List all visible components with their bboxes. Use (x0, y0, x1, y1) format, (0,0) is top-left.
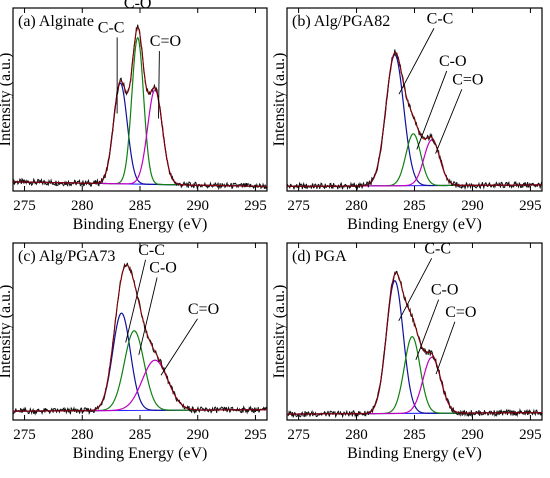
peak-label: C-C (98, 19, 125, 36)
peak-curve-ceqo (13, 89, 267, 188)
plot-frame (12, 242, 268, 421)
x-tick-label: 275 (287, 198, 310, 214)
peak-curve-c-o (287, 336, 542, 415)
x-tick-label: 285 (129, 427, 152, 443)
x-tick-label: 285 (403, 427, 426, 443)
plot-area (13, 24, 267, 191)
x-tick-label: 280 (71, 427, 94, 443)
x-axis-title: Binding Energy (eV) (347, 216, 482, 233)
peak-leader-line (435, 89, 463, 154)
y-axis-title: Intensity (a.u.) (0, 285, 14, 379)
x-axis-title: Binding Energy (eV) (73, 445, 208, 462)
x-tick-label: 280 (71, 198, 94, 214)
panel-title: (c) Alg/PGA73 (18, 248, 115, 265)
peak-curve-ceqo (287, 356, 542, 415)
fit-envelope-line (287, 272, 542, 415)
x-tick-label: 275 (287, 427, 310, 443)
peak-curve-c-o (287, 133, 542, 188)
fit-envelope-line (13, 26, 267, 187)
chart-panel: 275 280 285 290 295 Binding Energy (eV) Intens… (271, 240, 543, 462)
x-tick-label: 280 (345, 198, 368, 214)
fit-envelope-line (287, 51, 542, 187)
peak-leader-line (435, 321, 456, 375)
y-axis-title: Intensity (a.u.) (0, 53, 14, 147)
raw-spectrum-line (287, 270, 542, 419)
peak-label: C=O (445, 304, 476, 321)
peak-label: C=O (150, 33, 181, 50)
peak-label: C-C (138, 242, 165, 259)
x-axis-title: Binding Energy (eV) (347, 445, 482, 462)
x-tick-label: 280 (345, 427, 368, 443)
chart-panel: 275 280 285 290 295 Binding Energy (eV) Intens… (0, 242, 268, 462)
peak-label: C=O (188, 301, 219, 318)
plot-frame (286, 7, 543, 192)
peak-label: C-O (439, 53, 467, 70)
peak-curve-ceqo (287, 139, 542, 188)
peak-label: C-C (424, 240, 451, 257)
peak-leader-line (415, 299, 440, 360)
panel-title: (a) Alginate (18, 13, 94, 30)
x-axis-title: Binding Energy (eV) (73, 216, 208, 233)
peak-curve-c-c (287, 280, 542, 415)
peak-leader-line (158, 51, 160, 119)
x-tick-label: 290 (461, 198, 484, 214)
x-tick-label: 290 (186, 427, 209, 443)
peak-label: C-O (124, 0, 152, 12)
fit-envelope-line (13, 264, 267, 412)
x-tick-label: 275 (13, 427, 36, 443)
peak-leader-line (398, 258, 433, 321)
peak-curve-ceqo (13, 359, 267, 412)
x-tick-label: 285 (129, 198, 152, 214)
peak-label: C=O (452, 71, 483, 88)
y-axis-title: Intensity (a.u.) (271, 53, 288, 147)
peak-leader-line (125, 259, 146, 343)
x-tick-label: 295 (244, 427, 267, 443)
peak-label: C-O (149, 260, 177, 277)
peak-label: C-O (431, 282, 459, 299)
x-tick-label: 290 (186, 198, 209, 214)
peak-label: C-C (427, 10, 454, 27)
peak-curve-c-c (13, 312, 267, 412)
peak-leader-line (160, 318, 198, 376)
x-tick-label: 290 (461, 427, 484, 443)
x-tick-label: 295 (244, 198, 267, 214)
peak-leader-line (416, 70, 448, 150)
plot-area (287, 49, 542, 191)
x-tick-label: 295 (519, 198, 542, 214)
plot-frame (286, 242, 543, 421)
x-tick-label: 295 (519, 427, 542, 443)
panel-title: (d) PGA (292, 248, 347, 265)
panel-title: (b) Alg/PGA82 (292, 13, 390, 30)
peak-leader-line (398, 28, 435, 95)
x-tick-label: 275 (13, 198, 36, 214)
x-tick-label: 285 (403, 198, 426, 214)
peak-leader-line (138, 277, 158, 355)
plot-area (287, 270, 542, 419)
y-axis-title: Intensity (a.u.) (271, 285, 288, 379)
chart-panel: 275 280 285 290 295 Binding Energy (eV) Intens… (0, 0, 268, 233)
chart-panel: 275 280 285 290 295 Binding Energy (eV) Intens… (271, 7, 543, 233)
raw-spectrum-line (13, 262, 267, 416)
peak-curve-c-o (13, 36, 267, 188)
plot-area (13, 262, 267, 416)
